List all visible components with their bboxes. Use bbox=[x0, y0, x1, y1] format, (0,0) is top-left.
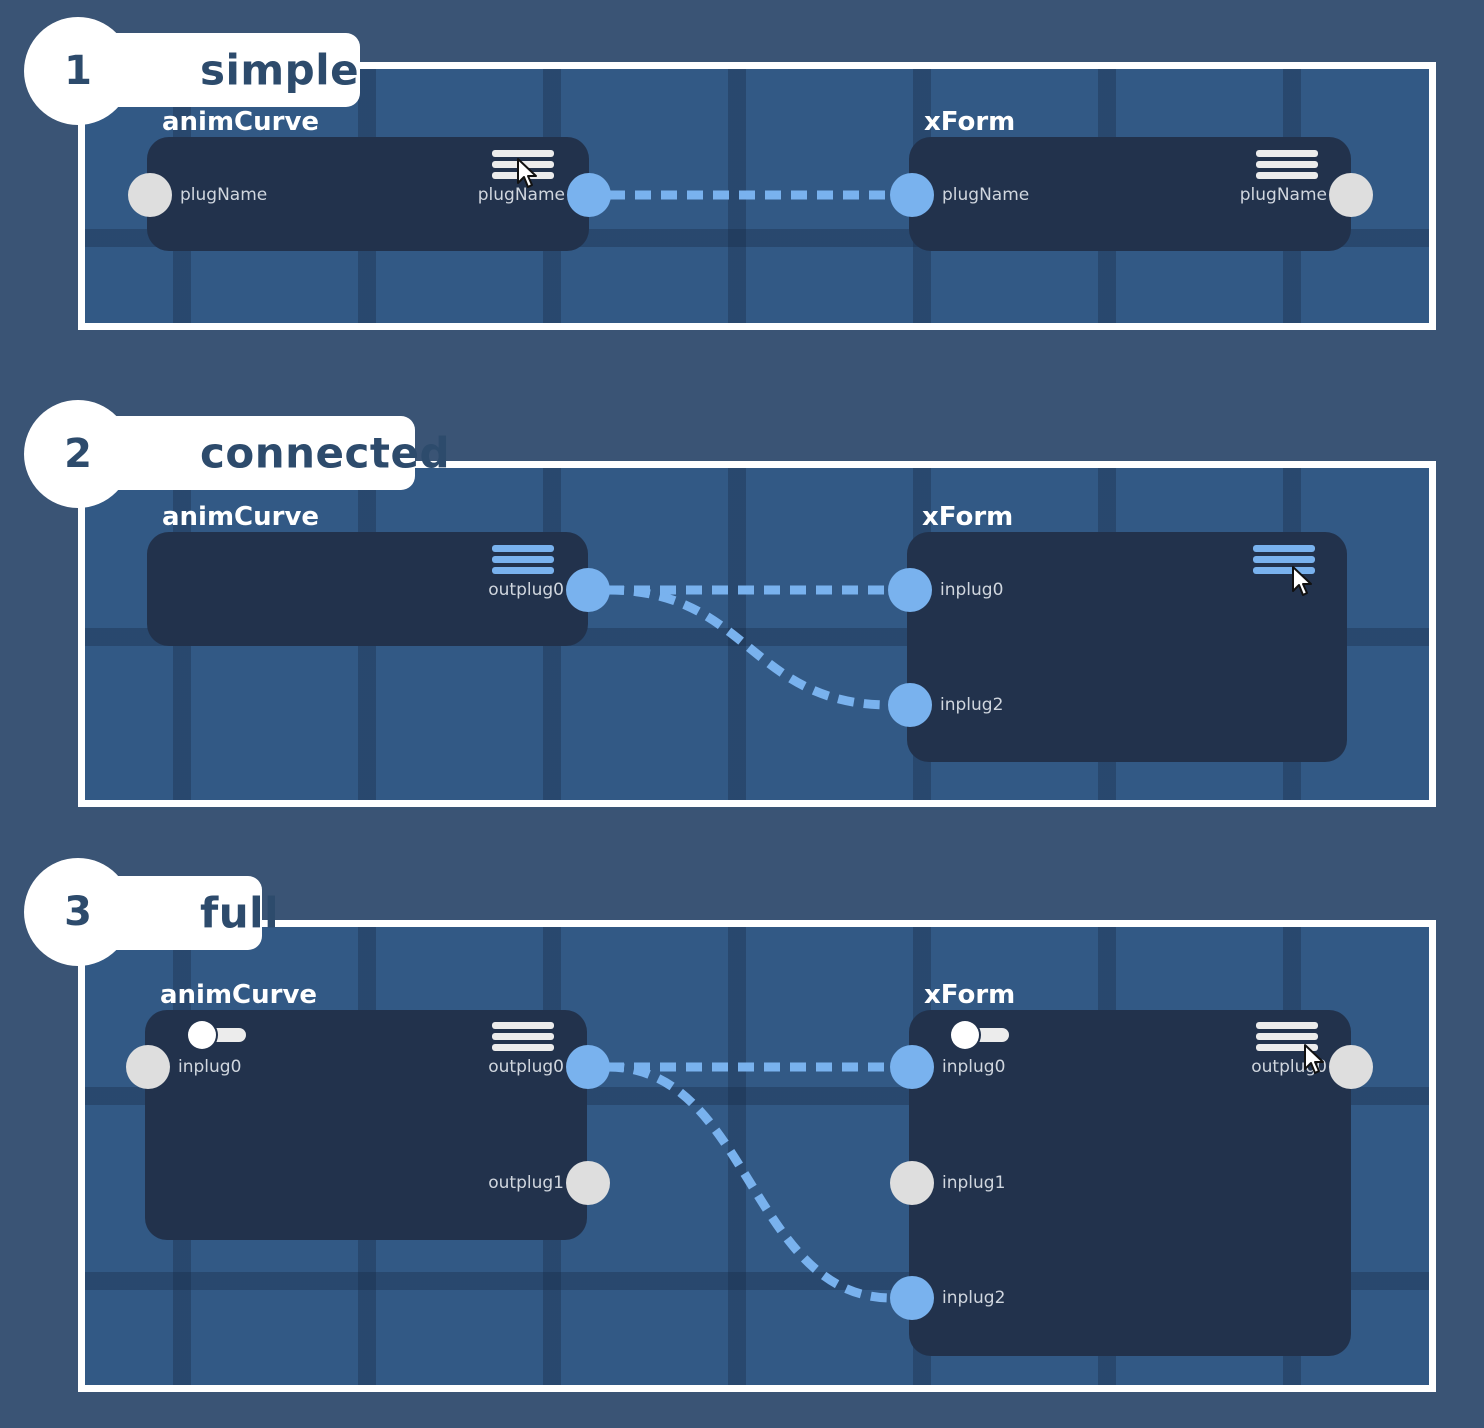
plug-port[interactable] bbox=[890, 173, 934, 217]
plug-label: plugName bbox=[942, 185, 1030, 205]
plug-label: inplug2 bbox=[940, 695, 1004, 715]
plug-port[interactable] bbox=[128, 173, 172, 217]
stack-menu-icon[interactable] bbox=[1253, 545, 1315, 575]
stack-menu-bar bbox=[1253, 545, 1315, 552]
node-body[interactable] bbox=[909, 1010, 1351, 1356]
panel-title: simple bbox=[200, 45, 360, 95]
node-title: animCurve bbox=[160, 980, 318, 1010]
node-title: xForm bbox=[924, 980, 1016, 1010]
panel-number: 1 bbox=[64, 48, 92, 94]
stack-menu-bar bbox=[1256, 172, 1318, 179]
toggle-icon[interactable] bbox=[188, 1021, 246, 1049]
plug-port[interactable] bbox=[890, 1276, 934, 1320]
plug-label: plugName bbox=[477, 185, 565, 205]
stack-menu-bar bbox=[1256, 161, 1318, 168]
stack-menu-bar bbox=[1256, 1033, 1318, 1040]
panel-connected-tab: connected bbox=[80, 416, 450, 490]
panel-number-badge: 3 bbox=[24, 858, 132, 966]
plug-label: outplug0 bbox=[488, 580, 564, 600]
stack-menu-bar bbox=[492, 1033, 554, 1040]
node-title: xForm bbox=[924, 107, 1016, 137]
stack-menu-bar bbox=[1256, 1022, 1318, 1029]
plug-port[interactable] bbox=[566, 1161, 610, 1205]
plug-label: inplug2 bbox=[942, 1288, 1006, 1308]
panel-title: full bbox=[200, 888, 279, 938]
stack-menu-bar bbox=[492, 1044, 554, 1051]
toggle-knob bbox=[188, 1021, 216, 1049]
plug-port[interactable] bbox=[1329, 173, 1373, 217]
toggle-knob bbox=[951, 1021, 979, 1049]
stack-menu-icon[interactable] bbox=[492, 1022, 554, 1052]
plug-port[interactable] bbox=[890, 1045, 934, 1089]
stack-menu-bar bbox=[492, 150, 554, 157]
panel-number-badge: 2 bbox=[24, 400, 132, 508]
plug-label: inplug0 bbox=[942, 1057, 1006, 1077]
mouse-cursor-icon bbox=[1291, 565, 1315, 599]
plug-label: inplug0 bbox=[178, 1057, 242, 1077]
plug-port[interactable] bbox=[890, 1161, 934, 1205]
node-title: xForm bbox=[922, 502, 1014, 532]
toggle-icon[interactable] bbox=[951, 1021, 1009, 1049]
connection-wire bbox=[607, 1062, 893, 1303]
plug-label: plugName bbox=[180, 185, 268, 205]
plug-port[interactable] bbox=[566, 568, 610, 612]
stack-menu-icon[interactable] bbox=[1256, 150, 1318, 180]
stack-menu-icon[interactable] bbox=[1256, 1022, 1318, 1052]
stack-menu-bar bbox=[1253, 556, 1315, 563]
plug-label: plugName bbox=[1239, 185, 1327, 205]
panel-title: connected bbox=[200, 428, 451, 478]
plug-port[interactable] bbox=[1329, 1045, 1373, 1089]
plug-port[interactable] bbox=[566, 1045, 610, 1089]
panel-number: 3 bbox=[64, 889, 92, 935]
panel-number: 2 bbox=[64, 431, 92, 477]
stack-menu-bar bbox=[1256, 150, 1318, 157]
connection-wire bbox=[607, 585, 891, 710]
stack-menu-icon[interactable] bbox=[492, 545, 554, 575]
stack-menu-bar bbox=[492, 556, 554, 563]
plug-label: outplug1 bbox=[488, 1173, 564, 1193]
stack-menu-bar bbox=[492, 545, 554, 552]
stack-menu-bar bbox=[492, 567, 554, 574]
plug-port[interactable] bbox=[888, 683, 932, 727]
plug-port[interactable] bbox=[126, 1045, 170, 1089]
plug-label: inplug0 bbox=[940, 580, 1004, 600]
plug-label: outplug0 bbox=[488, 1057, 564, 1077]
plug-port[interactable] bbox=[567, 173, 611, 217]
stack-menu-bar bbox=[1253, 567, 1315, 574]
stack-menu-bar bbox=[492, 1022, 554, 1029]
panel-simple-tab: simple bbox=[80, 33, 360, 107]
mouse-cursor-icon bbox=[1303, 1043, 1327, 1077]
plug-label: inplug1 bbox=[942, 1173, 1006, 1193]
node-title: animCurve bbox=[162, 107, 320, 137]
mouse-cursor-icon bbox=[516, 157, 540, 191]
node-title: animCurve bbox=[162, 502, 320, 532]
stack-menu-bar bbox=[1256, 1044, 1318, 1051]
plug-port[interactable] bbox=[888, 568, 932, 612]
panel-number-badge: 1 bbox=[24, 17, 132, 125]
